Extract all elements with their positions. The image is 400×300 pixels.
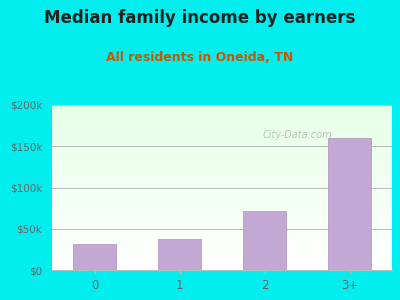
Text: City-Data.com: City-Data.com xyxy=(263,130,332,140)
Text: Median family income by earners: Median family income by earners xyxy=(44,9,356,27)
Bar xyxy=(158,239,201,270)
Bar xyxy=(73,244,116,270)
Bar xyxy=(243,211,286,270)
Bar xyxy=(328,138,371,270)
Text: All residents in Oneida, TN: All residents in Oneida, TN xyxy=(106,51,294,64)
